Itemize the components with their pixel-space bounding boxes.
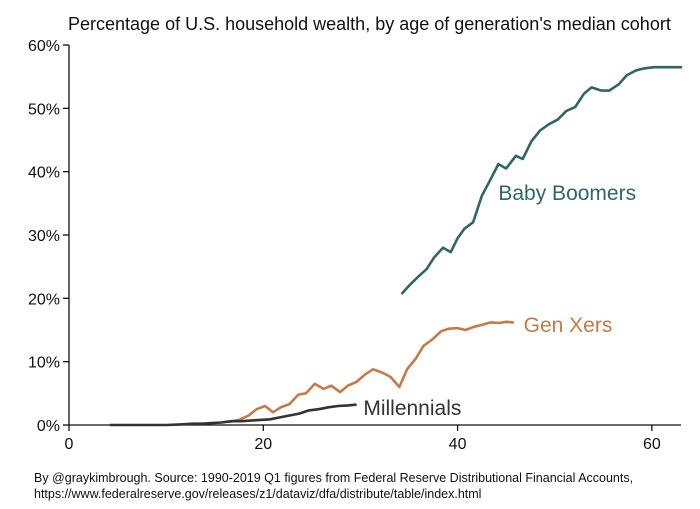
y-tick-label: 40% <box>28 165 60 182</box>
x-tick-label: 60 <box>643 436 661 453</box>
line-chart: Percentage of U.S. household wealth, by … <box>28 14 683 453</box>
chart-title: Percentage of U.S. household wealth, by … <box>68 14 671 34</box>
axes <box>68 45 681 426</box>
y-axis-ticks: 0% 10% 20% 30% 40% 50% 60% <box>28 38 69 435</box>
x-tick-label: 20 <box>254 436 272 453</box>
y-tick-label: 10% <box>28 355 60 372</box>
series-label-millennials: Millennials <box>363 397 461 420</box>
y-tick-label: 60% <box>28 38 60 55</box>
x-tick-label: 0 <box>65 436 74 453</box>
x-tick-label: 40 <box>449 436 467 453</box>
x-axis-ticks: 0 20 40 60 <box>65 425 661 453</box>
y-tick-label: 50% <box>28 101 60 118</box>
footer-line-2: https://www.federalreserve.gov/releases/… <box>34 487 482 501</box>
footer-line-1: By @graykimbrough. Source: 1990-2019 Q1 … <box>34 471 634 485</box>
series-line-gen-xers <box>228 320 515 424</box>
series-label-gen-xers: Gen Xers <box>524 314 613 337</box>
y-tick-label: 0% <box>37 418 60 435</box>
series-line-baby-boomers <box>400 65 683 295</box>
series-labels: Baby Boomers Gen Xers Millennials <box>363 182 636 420</box>
source-footer: By @graykimbrough. Source: 1990-2019 Q1 … <box>34 470 694 502</box>
y-tick-label: 30% <box>28 228 60 245</box>
y-tick-label: 20% <box>28 291 60 308</box>
series-line-millennials <box>109 403 357 427</box>
series-lines <box>109 65 683 427</box>
series-label-baby-boomers: Baby Boomers <box>498 182 636 205</box>
